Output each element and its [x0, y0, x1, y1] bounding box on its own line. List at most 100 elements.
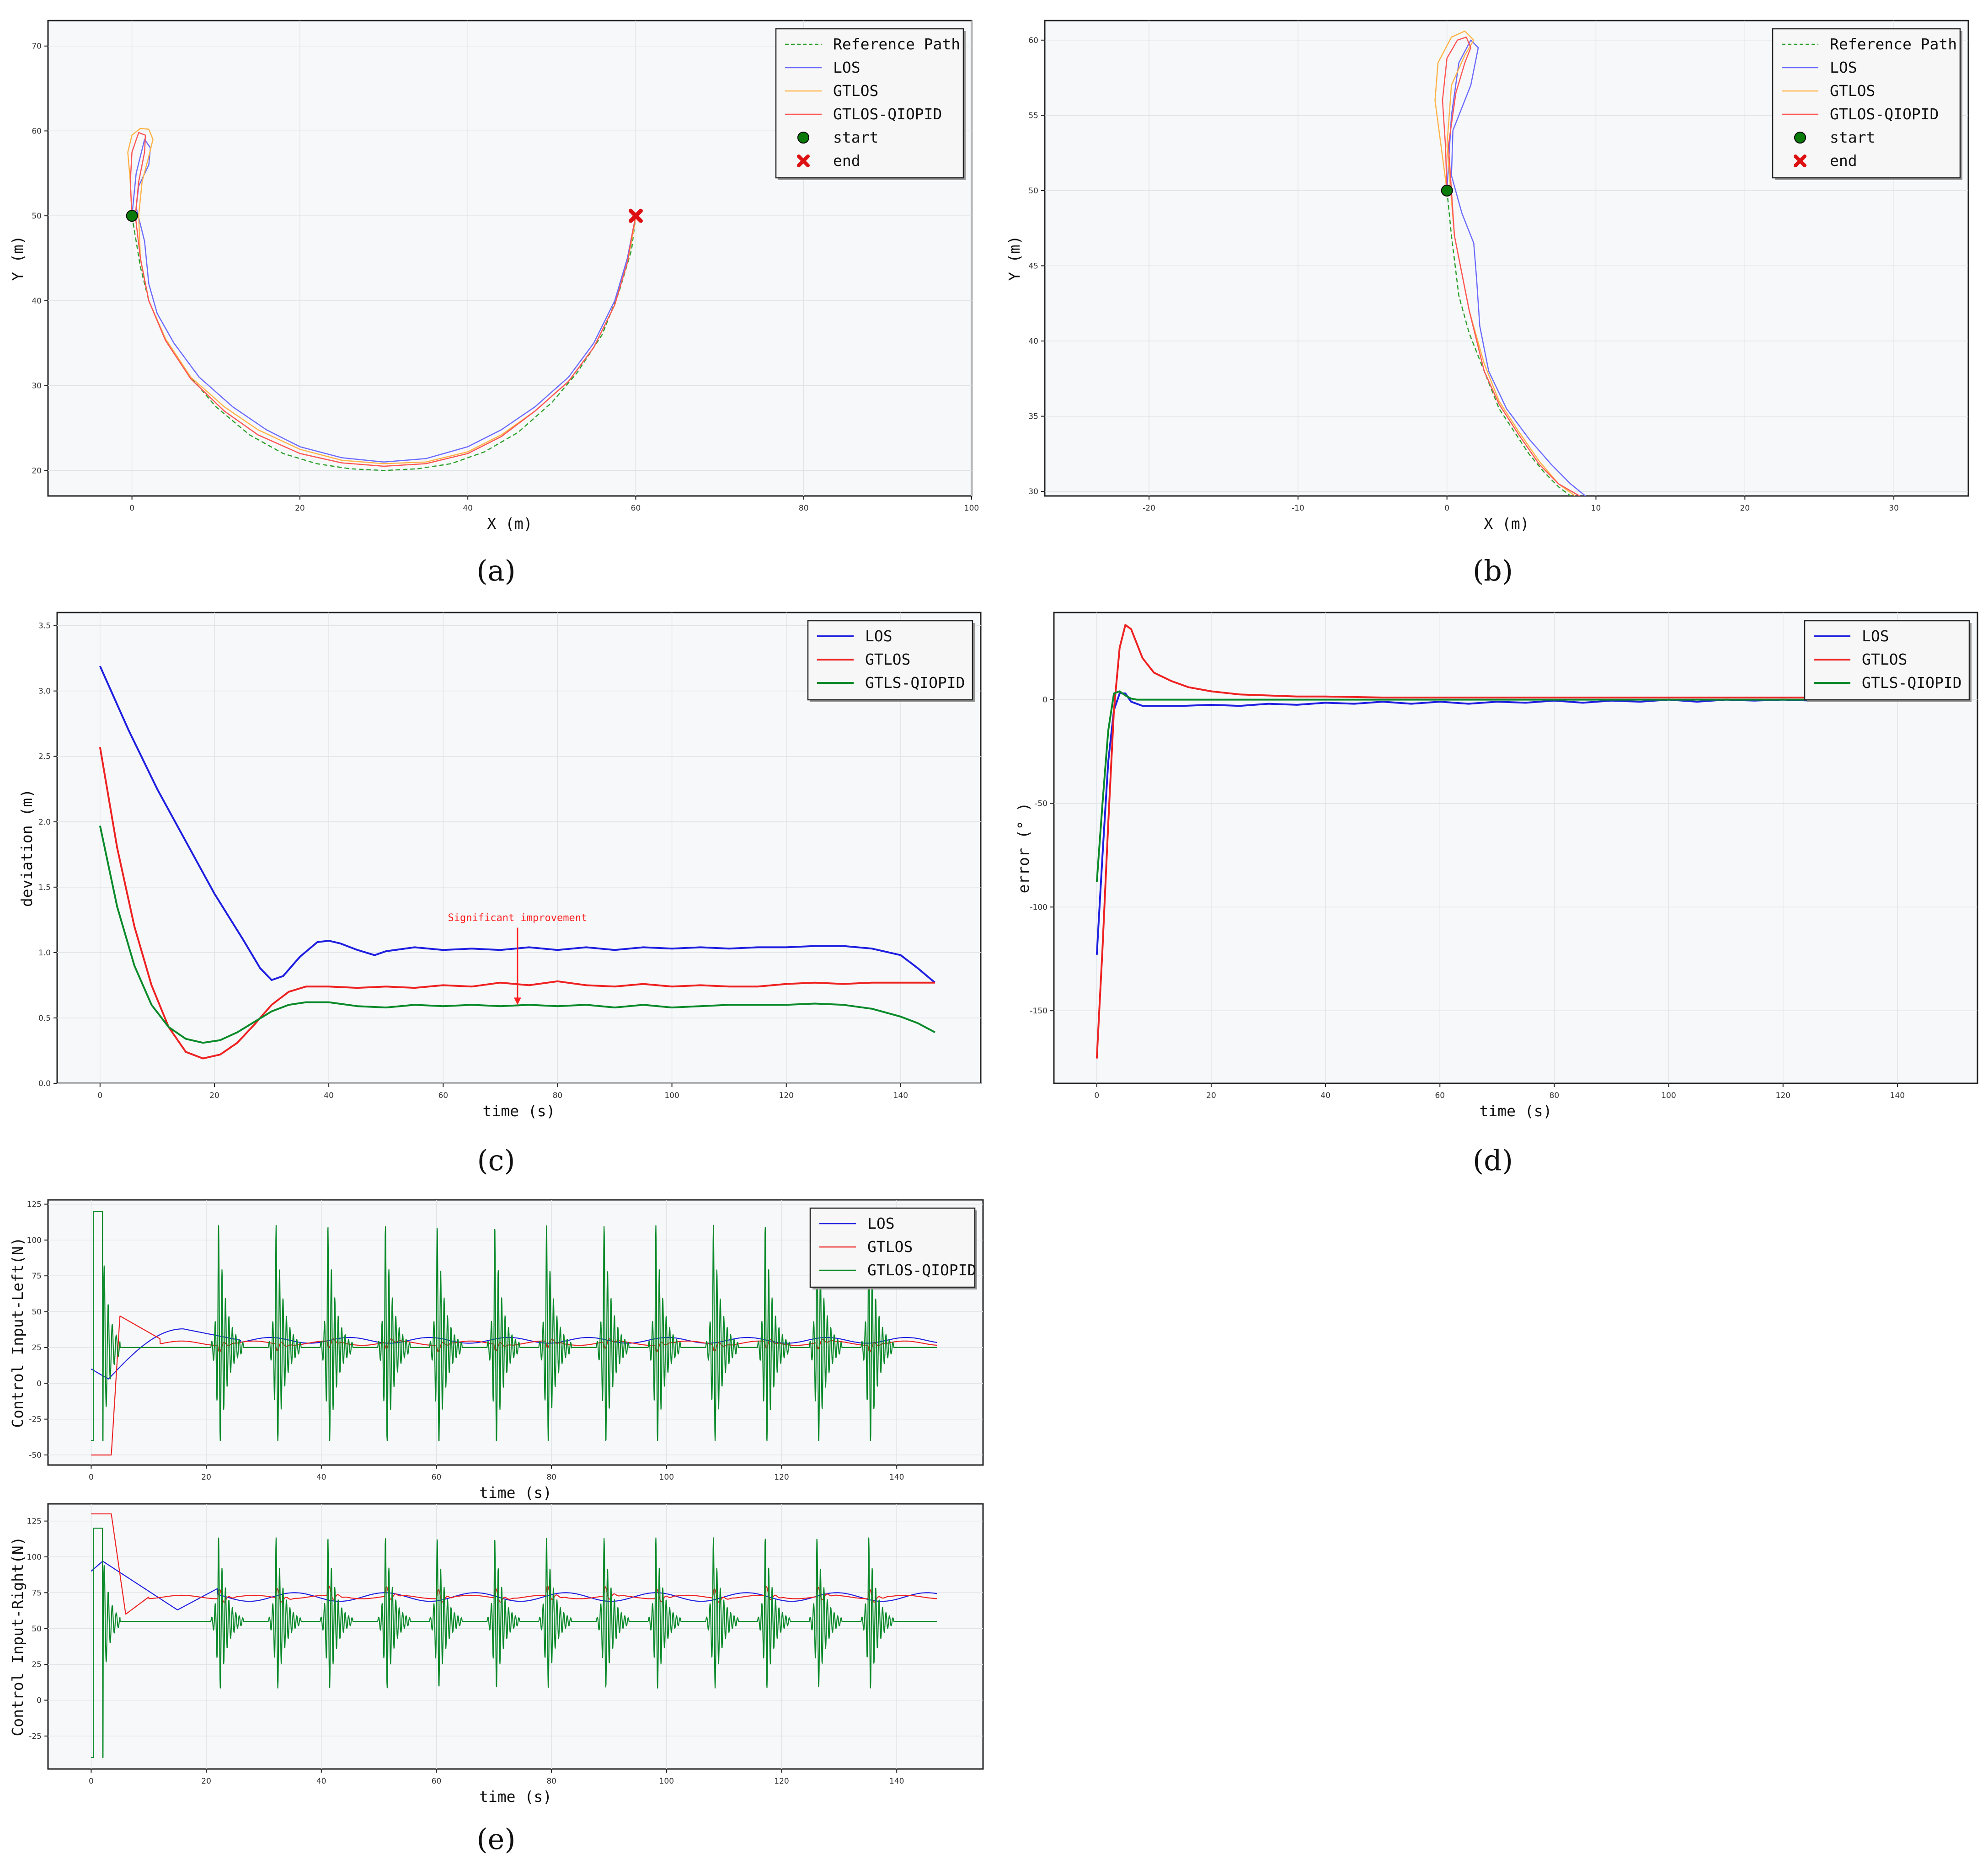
panel-e1: 0 20 40 60 80 100 120 140 -50 -25 0 25 50 75 100 125 tim…: [9, 1199, 984, 1502]
y-tick-label: 25: [32, 1343, 42, 1353]
y-tick-label: 1.0: [38, 948, 51, 958]
y-tick-label: 45: [1028, 261, 1038, 271]
x-tick-label: 60: [438, 1091, 448, 1100]
x-tick-label: 140: [893, 1091, 908, 1100]
y-axis-label: Y (m): [1005, 235, 1023, 281]
x-tick-label: 40: [324, 1091, 334, 1100]
grid-lines: [48, 1504, 983, 1769]
y-tick-label: -100: [1030, 903, 1047, 912]
plot-area: [47, 1503, 984, 1770]
y-tick-label: 30: [1028, 487, 1038, 496]
legend-box: [775, 28, 964, 179]
x-tick-label: 0: [1444, 504, 1449, 513]
x-tick-label: -10: [1292, 504, 1304, 513]
y-tick-label: -50: [29, 1451, 42, 1460]
y-tick-label: 70: [32, 42, 42, 51]
series-line-los: [99, 666, 936, 984]
panel-caption: (a): [476, 554, 515, 587]
y-tick-label: 50: [1028, 186, 1038, 196]
y-tick-label: 60: [1028, 36, 1038, 45]
y-axis-label: Control Input-Left(N): [9, 1237, 27, 1428]
legend-box: [809, 1207, 976, 1288]
legend-label: GTLOS: [867, 1238, 913, 1256]
y-tick-label: 50: [32, 1308, 42, 1317]
x-tick-label: 140: [1890, 1091, 1905, 1100]
panel-caption: (c): [477, 1144, 515, 1177]
plot-series: [91, 1211, 937, 1456]
x-tick-label: 120: [1776, 1091, 1790, 1100]
y-axis-label: deviation (m): [18, 789, 36, 907]
y-tick-label: 100: [27, 1236, 42, 1245]
x-axis-label: X (m): [1484, 515, 1529, 533]
x-tick-label: 80: [799, 504, 809, 513]
series-line-gtlos-qiopid: [1442, 36, 1580, 496]
x-tick-label: 20: [1740, 504, 1750, 513]
y-tick-label: 3.0: [38, 687, 51, 696]
legend-label: LOS: [1862, 627, 1889, 645]
x-tick-label: 30: [1889, 504, 1899, 513]
y-tick-label: 25: [32, 1660, 42, 1669]
y-tick-label: 100: [27, 1553, 42, 1562]
x-tick-label: 60: [631, 504, 641, 513]
legend-label: LOS: [833, 59, 860, 76]
legend-label: end: [833, 152, 860, 170]
x-tick-label: 100: [964, 504, 979, 513]
panel-caption: (e): [476, 1822, 515, 1856]
legend-label: GTLS-QIOPID: [1862, 674, 1962, 692]
x-tick-label: 10: [1591, 504, 1601, 513]
end-marker: [628, 208, 643, 223]
x-tick-label: 20: [201, 1777, 211, 1786]
y-tick-label: 2.5: [38, 752, 51, 762]
x-tick-label: 120: [774, 1473, 789, 1482]
legend-end-marker: [1794, 155, 1806, 167]
series-line-gtlos-qiopid: [91, 1528, 937, 1758]
x-tick-label: 100: [1661, 1091, 1676, 1100]
legend-label: GTLOS-QIOPID: [833, 105, 942, 123]
y-tick-label: 0: [37, 1379, 42, 1388]
y-tick-label: 40: [1028, 337, 1038, 346]
x-axis-label: X (m): [487, 515, 532, 533]
legend: LOS GTLOS GTLOS-QIOPID: [809, 1207, 976, 1288]
x-axis-label: time (s): [483, 1102, 556, 1120]
y-tick-label: 0.0: [38, 1079, 51, 1088]
x-tick-label: 20: [209, 1091, 219, 1100]
plot-series: [127, 128, 636, 471]
y-tick-label: 75: [32, 1272, 42, 1281]
legend-label: GTLOS-QIOPID: [867, 1261, 976, 1279]
y-tick-label: 50: [32, 212, 42, 221]
x-tick-label: 120: [774, 1777, 789, 1786]
series-line-gtlos: [91, 1513, 937, 1615]
y-tick-label: 50: [32, 1625, 42, 1634]
grid-lines: [48, 21, 972, 496]
x-tick-label: 0: [89, 1473, 94, 1482]
legend-label: Reference Path: [1830, 35, 1957, 53]
legend-label: GTLOS-QIOPID: [1830, 105, 1939, 123]
x-axis-label: time (s): [1480, 1102, 1552, 1120]
legend-label: start: [833, 128, 878, 146]
y-tick-label: 3.5: [38, 622, 51, 631]
legend-label: GTLOS: [1830, 82, 1875, 100]
y-tick-label: 20: [32, 466, 42, 475]
x-tick-label: 0: [97, 1091, 102, 1100]
x-tick-label: -20: [1143, 504, 1155, 513]
legend-start-marker: [1794, 132, 1806, 144]
x-tick-label: 20: [295, 504, 305, 513]
legend-end-marker: [797, 155, 810, 167]
x-tick-label: 0: [89, 1777, 94, 1786]
y-tick-label: -50: [1035, 799, 1047, 808]
y-tick-label: 125: [27, 1517, 42, 1526]
x-tick-label: 100: [659, 1777, 674, 1786]
panel-e2: 0 20 40 60 80 100 120 140 -25 0 25 50 75 100 125 time (…: [9, 1503, 984, 1856]
x-tick-label: 20: [201, 1473, 211, 1482]
y-axis-label: error (° ): [1015, 803, 1032, 894]
series-line-gtlos: [99, 747, 935, 1060]
x-tick-label: 40: [316, 1777, 326, 1786]
y-tick-label: 60: [32, 127, 42, 136]
y-tick-label: 0.5: [38, 1014, 51, 1023]
panel-c: 0 20 40 60 80 100 120 140 0.0 0.5 1.0 1.5 2.0 2.5 3.0 3…: [18, 612, 982, 1177]
x-tick-label: 0: [129, 504, 134, 513]
y-tick-label: 35: [1028, 412, 1038, 421]
legend-label: LOS: [867, 1215, 895, 1232]
series-line-reference-path: [1446, 190, 1571, 496]
